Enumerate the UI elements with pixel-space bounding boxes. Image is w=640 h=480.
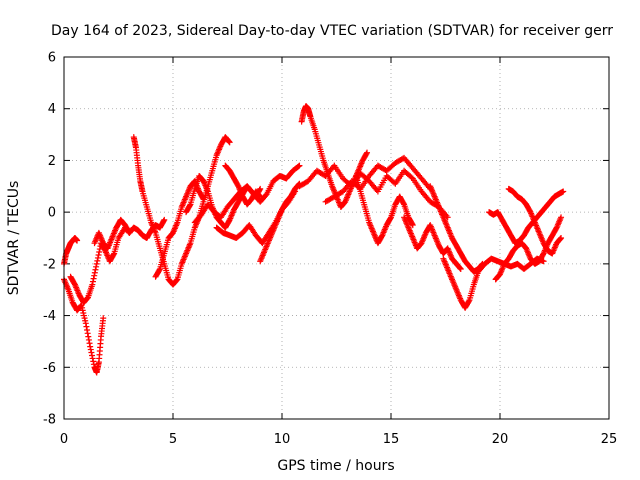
series-sat-b xyxy=(61,235,81,267)
data-point xyxy=(95,251,102,258)
x-tick-label: 20 xyxy=(492,432,509,447)
data-point xyxy=(87,343,94,350)
data-point xyxy=(257,185,264,192)
series-sat-t xyxy=(486,188,567,247)
data-point xyxy=(478,261,485,268)
y-tick-label: 0 xyxy=(48,206,56,221)
x-tick-label: 5 xyxy=(169,432,177,447)
data-point xyxy=(89,281,96,288)
x-tick-label: 10 xyxy=(274,432,291,447)
data-point xyxy=(88,349,95,356)
data-point xyxy=(90,275,97,282)
series-sat-c xyxy=(67,224,133,306)
data-point xyxy=(91,272,98,279)
data-point xyxy=(295,163,302,170)
data-points xyxy=(61,103,567,376)
series-sat-e xyxy=(130,134,176,288)
data-point xyxy=(100,315,107,322)
data-point xyxy=(457,265,464,272)
series-sat-s xyxy=(427,183,486,275)
data-point xyxy=(85,336,92,343)
data-point xyxy=(90,361,97,368)
x-tick-label: 15 xyxy=(383,432,400,447)
y-tick-label: -4 xyxy=(43,309,56,324)
data-point xyxy=(161,216,168,223)
data-point xyxy=(226,139,233,146)
data-point xyxy=(256,192,263,199)
data-point xyxy=(479,260,486,267)
data-point xyxy=(89,352,96,359)
plot-frame xyxy=(63,56,610,420)
data-point xyxy=(82,320,89,327)
series-sat-d xyxy=(91,216,168,252)
data-point xyxy=(558,214,565,221)
series-sat-v xyxy=(492,214,565,283)
data-point xyxy=(84,330,91,337)
x-tick-label: 0 xyxy=(60,432,68,447)
y-tick-label: -8 xyxy=(43,413,56,428)
data-point xyxy=(465,298,472,305)
data-point xyxy=(363,150,370,157)
data-point xyxy=(257,193,264,200)
series-sat-a xyxy=(61,276,107,376)
y-tick-label: 6 xyxy=(48,51,56,66)
data-point xyxy=(364,149,371,156)
data-point xyxy=(560,188,567,195)
series-sat-k xyxy=(222,162,264,208)
series-sat-q xyxy=(401,214,464,273)
data-point xyxy=(87,346,94,353)
data-point xyxy=(156,267,163,274)
x-axis-label: GPS time / hours xyxy=(277,458,394,474)
data-point xyxy=(387,215,394,222)
data-point xyxy=(110,251,117,258)
data-point xyxy=(93,263,100,270)
data-point xyxy=(457,266,464,273)
y-tick-label: -6 xyxy=(43,361,56,376)
data-point xyxy=(83,323,90,330)
data-point xyxy=(86,340,93,347)
grid-lines xyxy=(64,57,609,419)
data-point xyxy=(74,237,81,244)
data-point xyxy=(296,162,303,169)
chart-title: Day 164 of 2023, Sidereal Day-to-day VTE… xyxy=(51,23,613,39)
data-point xyxy=(93,260,100,267)
series-sat-g xyxy=(170,134,233,288)
data-point xyxy=(409,222,416,229)
x-tick-label: 25 xyxy=(601,432,618,447)
data-point xyxy=(160,218,167,225)
series-sat-l xyxy=(257,180,303,265)
data-point xyxy=(90,358,97,365)
data-point xyxy=(91,269,98,276)
data-point xyxy=(557,235,564,242)
data-point xyxy=(94,254,101,261)
data-point xyxy=(558,235,565,241)
series-sat-p xyxy=(353,172,416,247)
data-point xyxy=(96,249,103,256)
data-point xyxy=(92,266,99,273)
series-sat-r xyxy=(440,255,547,311)
data-point xyxy=(409,220,416,227)
data-point xyxy=(89,278,96,285)
data-point xyxy=(226,138,233,145)
series-sat-m xyxy=(298,103,371,210)
y-axis-label: SDTVAR / TECUs xyxy=(6,181,22,296)
y-tick-label: 2 xyxy=(48,154,56,169)
data-point xyxy=(89,355,96,362)
data-point xyxy=(173,277,180,284)
data-point xyxy=(85,333,92,340)
data-point xyxy=(94,257,101,264)
axis-ticks: 0 5 10 15 20 25 -8 -6 -4 -2 0 2 4 6 xyxy=(43,51,617,448)
data-point xyxy=(84,326,91,333)
data-point xyxy=(400,200,407,207)
y-tick-label: 4 xyxy=(48,102,56,117)
y-tick-label: -2 xyxy=(43,257,56,272)
data-point xyxy=(186,202,193,209)
